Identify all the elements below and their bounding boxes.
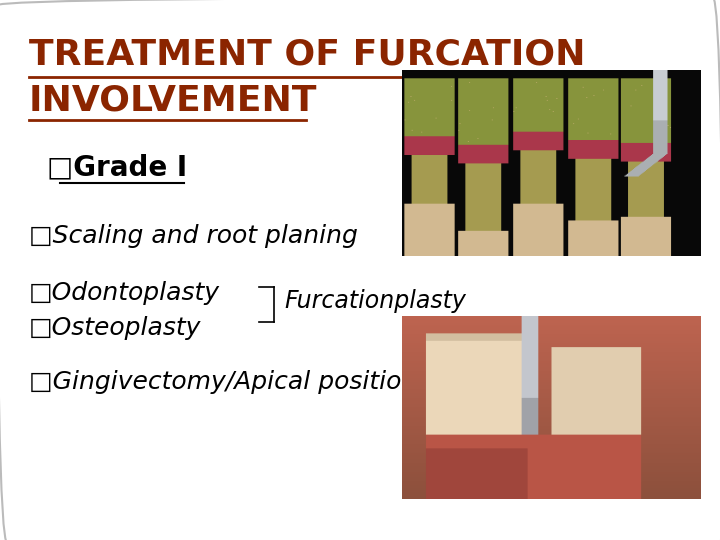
Text: □Grade I: □Grade I	[47, 154, 187, 182]
Text: □Gingivectomy/Apical positione: □Gingivectomy/Apical positione	[29, 370, 433, 394]
Text: □Scaling and root planing: □Scaling and root planing	[29, 224, 358, 248]
Text: TREATMENT OF FURCATION: TREATMENT OF FURCATION	[29, 38, 585, 72]
Text: INVOLVEMENT: INVOLVEMENT	[29, 84, 318, 118]
Text: □Osteoplasty: □Osteoplasty	[29, 316, 201, 340]
Text: □Odontoplasty: □Odontoplasty	[29, 281, 220, 305]
Text: Furcationplasty: Furcationplasty	[284, 288, 467, 313]
